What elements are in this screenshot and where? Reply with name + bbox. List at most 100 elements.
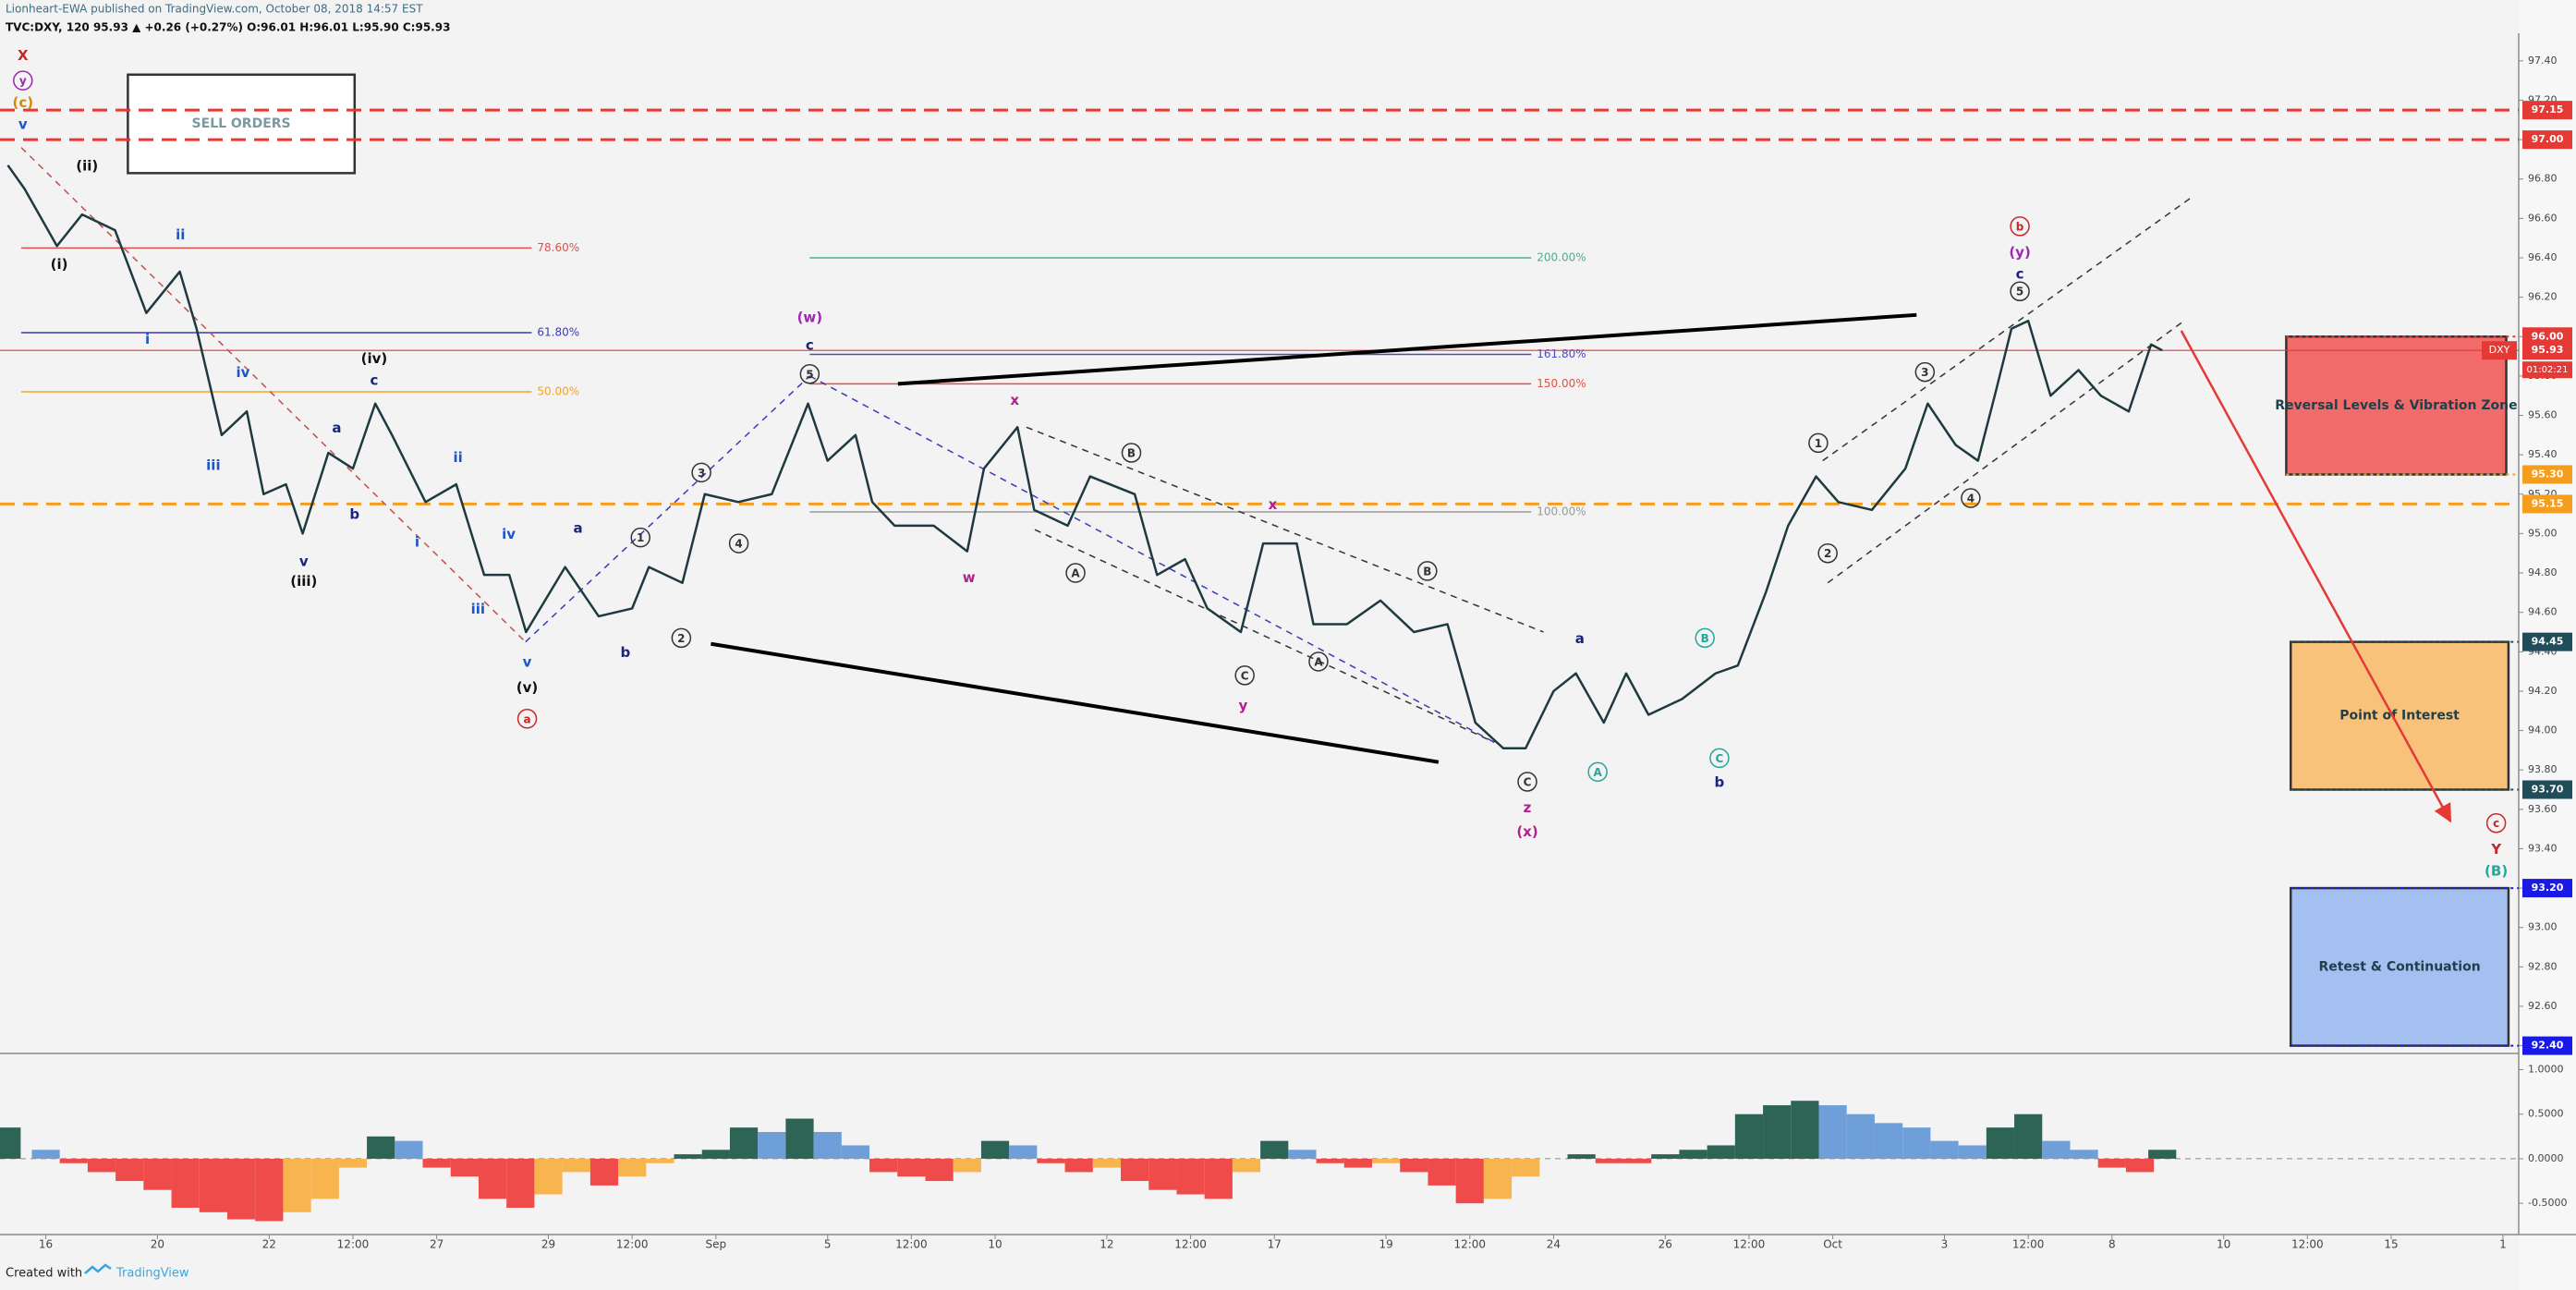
trend-line bbox=[20, 147, 527, 643]
y-tick-label: 93.60 bbox=[2528, 803, 2558, 815]
osc-bar bbox=[1064, 1158, 1093, 1173]
wave-label: A bbox=[1594, 766, 1603, 779]
price-tag bbox=[2522, 341, 2572, 360]
y-tick-label: 95.40 bbox=[2528, 448, 2558, 460]
osc-bar bbox=[562, 1158, 590, 1173]
x-tick-label: 12 bbox=[1100, 1238, 1113, 1251]
price-tag bbox=[2522, 632, 2572, 651]
wave-label: c bbox=[2016, 266, 2024, 283]
wave-circle bbox=[630, 527, 650, 548]
price-tag bbox=[2522, 879, 2572, 898]
osc-bar bbox=[255, 1158, 284, 1222]
osc-bar bbox=[1791, 1101, 1819, 1159]
osc-bar bbox=[87, 1158, 116, 1173]
x-tick-label: 5 bbox=[824, 1238, 832, 1251]
x-tick-label: 12:00 bbox=[337, 1238, 370, 1251]
osc-bar bbox=[534, 1158, 563, 1195]
wave-label: ii bbox=[453, 449, 462, 466]
price-tag-label: 93.70 bbox=[2532, 784, 2564, 796]
wave-label: y bbox=[19, 75, 27, 88]
y-tick-label: 94.20 bbox=[2528, 685, 2558, 697]
price-tag-label: 97.00 bbox=[2532, 133, 2564, 145]
y-tick-label: 95.60 bbox=[2528, 409, 2558, 421]
y-tick-label: 94.60 bbox=[2528, 606, 2558, 618]
x-tick-label: 16 bbox=[39, 1238, 53, 1251]
osc-bar bbox=[1400, 1158, 1428, 1173]
osc-bar bbox=[1288, 1150, 1317, 1159]
osc-y-tick-label: 1.0000 bbox=[2528, 1063, 2564, 1075]
fib-label: 150.00% bbox=[1537, 377, 1586, 390]
price-tag bbox=[2522, 465, 2572, 484]
wave-circle bbox=[691, 462, 711, 483]
osc-bar bbox=[1204, 1158, 1233, 1199]
osc-bar bbox=[925, 1158, 954, 1182]
osc-bar bbox=[674, 1154, 702, 1159]
osc-bar bbox=[1121, 1158, 1149, 1182]
osc-bar bbox=[2042, 1140, 2071, 1159]
wave-label: v bbox=[299, 554, 309, 570]
x-tick-label: 12:00 bbox=[2012, 1238, 2045, 1251]
x-tick-label: 12:00 bbox=[1174, 1238, 1207, 1251]
y-tick-label: 93.80 bbox=[2528, 763, 2558, 775]
wave-label: v bbox=[523, 653, 532, 670]
fib-label: 100.00% bbox=[1537, 505, 1586, 517]
x-tick-label: 12:00 bbox=[616, 1238, 649, 1251]
symbol-tag-label: DXY bbox=[2489, 344, 2510, 356]
wave-label: i bbox=[415, 533, 419, 550]
wave-label: a bbox=[523, 712, 530, 725]
osc-bar bbox=[1176, 1158, 1205, 1195]
zone bbox=[127, 73, 357, 175]
wave-circle bbox=[799, 364, 820, 384]
x-tick-label: 22 bbox=[262, 1238, 276, 1251]
osc-bar bbox=[897, 1158, 926, 1177]
osc-bar bbox=[338, 1158, 368, 1168]
wave-label: C bbox=[1524, 775, 1532, 788]
wave-label: 2 bbox=[1824, 547, 1831, 560]
wave-label: 5 bbox=[806, 368, 813, 381]
y-tick-label: 97.40 bbox=[2528, 55, 2558, 67]
x-tick-label: Oct bbox=[1823, 1238, 1842, 1251]
x-tick-label: 3 bbox=[1941, 1238, 1949, 1251]
osc-bar bbox=[1595, 1158, 1623, 1163]
trend-line bbox=[1034, 529, 1495, 744]
osc-bar bbox=[589, 1158, 619, 1186]
wave-circle bbox=[1308, 651, 1329, 672]
x-tick-label: 19 bbox=[1379, 1238, 1392, 1251]
wave-label: ii bbox=[176, 226, 185, 243]
osc-bar bbox=[171, 1158, 200, 1208]
trend-line bbox=[525, 375, 810, 643]
osc-bar bbox=[2097, 1158, 2126, 1168]
wave-label: (w) bbox=[797, 309, 823, 325]
price-tag-label: 93.20 bbox=[2532, 882, 2564, 894]
osc-bar bbox=[1343, 1158, 1372, 1168]
footer-brand[interactable]: TradingView bbox=[115, 1267, 189, 1281]
wave-label: A bbox=[1314, 655, 1323, 668]
wave-label: w bbox=[963, 569, 976, 586]
trend-line bbox=[1026, 426, 1544, 633]
x-tick-label: 15 bbox=[2384, 1238, 2398, 1251]
osc-bar bbox=[31, 1150, 60, 1159]
y-tick-label: 95.00 bbox=[2528, 527, 2558, 539]
price-tag-label: 94.45 bbox=[2532, 636, 2564, 648]
wave-label: 1 bbox=[1815, 437, 1822, 450]
osc-bar bbox=[1567, 1154, 1596, 1159]
logo bbox=[84, 1263, 112, 1274]
wave-label: B bbox=[1127, 447, 1136, 460]
wave-label: 4 bbox=[735, 538, 742, 551]
wave-label: 2 bbox=[677, 632, 685, 645]
countdown-tag bbox=[2522, 361, 2572, 379]
osc-y-tick-label: 0.5000 bbox=[2528, 1108, 2564, 1120]
wave-label: b bbox=[2016, 220, 2024, 233]
osc-bar bbox=[758, 1131, 786, 1159]
x-tick-label: 29 bbox=[541, 1238, 555, 1251]
osc-bar bbox=[1679, 1150, 1707, 1159]
x-tick-label: 1 bbox=[2499, 1238, 2507, 1251]
osc-bar bbox=[1371, 1158, 1401, 1163]
osc-bar bbox=[506, 1158, 535, 1208]
y-tick-label: 96.20 bbox=[2528, 291, 2558, 303]
y-tick-label: 94.80 bbox=[2528, 566, 2558, 578]
wave-label: X bbox=[18, 47, 29, 64]
wave-circle bbox=[2010, 281, 2030, 301]
wave-circle bbox=[1587, 761, 1608, 783]
wave-label: (i) bbox=[51, 256, 68, 273]
